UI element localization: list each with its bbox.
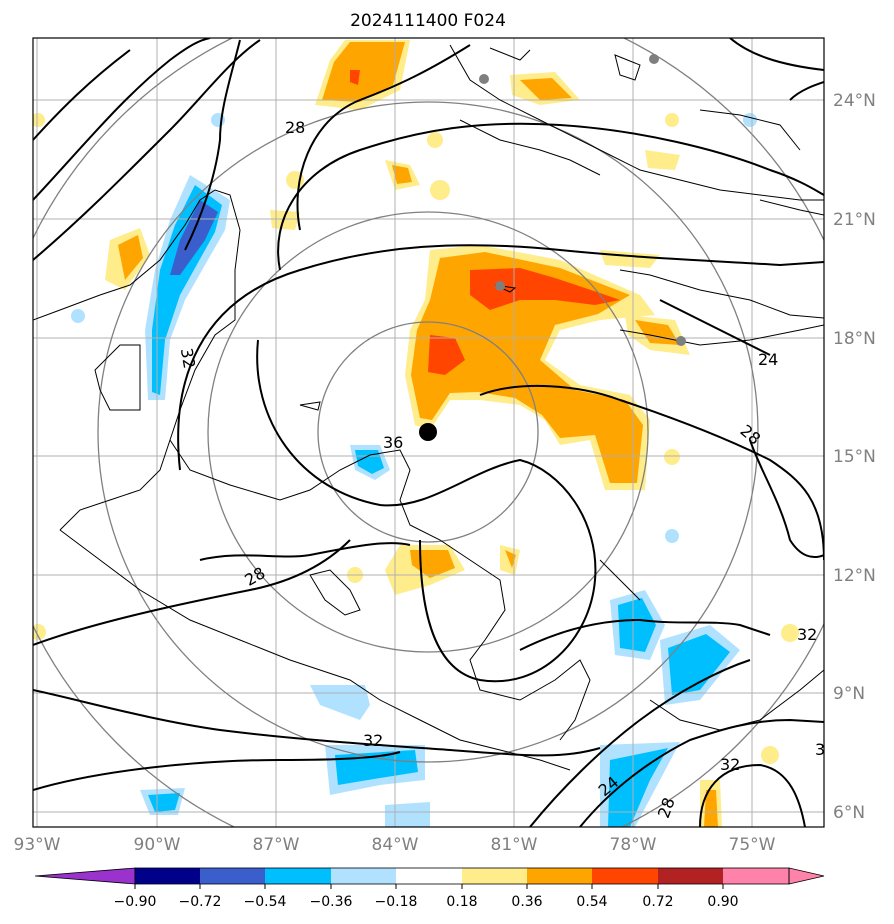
map-plot-area: 28 32 36 28 24 28 32 24 32 28 32 3 xyxy=(33,38,825,827)
colorbar-label: 0.72 xyxy=(642,894,673,910)
shade-positive xyxy=(781,624,799,642)
contour-label: 3 xyxy=(815,740,825,759)
shade-positive xyxy=(270,210,300,230)
lon-label: 78°W xyxy=(610,835,657,855)
secondary-marker xyxy=(676,336,686,346)
shade-positive xyxy=(430,180,450,200)
lat-label: 21°N xyxy=(833,210,876,230)
shade-positive xyxy=(392,165,412,184)
colorbar-swatch xyxy=(331,868,396,884)
shade-positive xyxy=(470,268,620,310)
colorbar-swatch xyxy=(723,868,789,884)
contours xyxy=(33,38,824,827)
secondary-marker xyxy=(479,74,489,84)
contour-label: 32 xyxy=(720,755,740,774)
lon-label: 93°W xyxy=(14,835,61,855)
colorbar-label: −0.90 xyxy=(114,894,157,910)
shade-positive xyxy=(428,335,465,375)
colorbar-extend-low xyxy=(34,867,136,885)
colorbar-swatch xyxy=(396,868,462,884)
shade-positive xyxy=(665,113,679,127)
colorbar-swatch xyxy=(527,868,592,884)
shade-negative xyxy=(385,802,430,827)
colorbar-label: −0.36 xyxy=(310,894,353,910)
colorbar-swatch xyxy=(265,868,331,884)
lat-label: 9°N xyxy=(833,684,865,704)
lon-label: 90°W xyxy=(134,835,181,855)
figure-title: 2024111400 F024 xyxy=(350,11,506,31)
colorbar-label: 0.36 xyxy=(511,894,542,910)
latitude-labels: 24°N 21°N 18°N 15°N 12°N 9°N 6°N xyxy=(833,91,876,823)
shade-positive xyxy=(704,790,718,827)
lat-label: 15°N xyxy=(833,447,876,467)
contour-label: 32 xyxy=(177,347,199,370)
markers xyxy=(419,54,686,441)
contour-label: 28 xyxy=(654,795,679,821)
shade-positive xyxy=(505,550,516,568)
shaded-field xyxy=(33,40,799,827)
lat-label: 12°N xyxy=(833,566,876,586)
lat-lon-grid xyxy=(33,38,824,827)
lat-label: 24°N xyxy=(833,91,876,111)
colorbar-label: 0.54 xyxy=(576,894,607,910)
shade-negative xyxy=(665,529,679,543)
contour-label: 32 xyxy=(363,731,383,750)
range-rings xyxy=(33,38,824,827)
shade-negative xyxy=(668,634,730,695)
contour-label: 28 xyxy=(737,421,765,449)
shade-positive xyxy=(761,746,779,764)
lat-label: 18°N xyxy=(833,329,876,349)
shade-positive xyxy=(33,624,46,640)
contour-label: 36 xyxy=(383,433,403,452)
shade-positive xyxy=(600,250,660,268)
secondary-marker xyxy=(649,54,659,64)
contour-label: 24 xyxy=(758,350,778,369)
lat-label: 6°N xyxy=(833,803,865,823)
colorbar-swatch xyxy=(462,868,527,884)
shade-positive xyxy=(427,132,443,148)
colorbar-label: 0.18 xyxy=(446,894,477,910)
shade-positive xyxy=(118,235,143,280)
shade-positive xyxy=(322,42,405,102)
colorbar: −0.90 −0.72 −0.54 −0.36 −0.18 0.18 0.36 … xyxy=(34,867,825,910)
lon-label: 75°W xyxy=(729,835,776,855)
contour-label: 28 xyxy=(285,118,305,137)
colorbar-swatch xyxy=(592,868,658,884)
shade-positive xyxy=(664,449,680,465)
colorbar-swatch xyxy=(658,868,723,884)
colorbar-label: −0.72 xyxy=(179,894,222,910)
longitude-labels: 93°W 90°W 87°W 84°W 81°W 78°W 75°W xyxy=(14,835,776,855)
shade-positive xyxy=(350,70,360,85)
shade-negative xyxy=(310,685,370,720)
shade-negative xyxy=(618,598,656,652)
shade-positive xyxy=(33,113,45,127)
colorbar-extend-high xyxy=(788,867,825,885)
lon-label: 81°W xyxy=(491,835,538,855)
colorbar-label: 0.90 xyxy=(707,894,738,910)
shade-negative xyxy=(608,748,668,827)
shade-negative xyxy=(71,309,85,323)
shade-positive xyxy=(645,150,680,170)
shade-negative xyxy=(148,793,180,812)
shade-negative xyxy=(743,113,757,127)
colorbar-label: −0.18 xyxy=(375,894,418,910)
colorbar-swatch xyxy=(200,868,265,884)
map-frame xyxy=(32,37,825,828)
shade-positive xyxy=(520,78,572,100)
secondary-marker xyxy=(495,281,505,291)
contour-label: 32 xyxy=(797,625,817,644)
lon-label: 84°W xyxy=(372,835,419,855)
shade-positive xyxy=(411,252,643,483)
colorbar-swatch xyxy=(135,868,200,884)
lon-label: 87°W xyxy=(253,835,300,855)
center-marker xyxy=(419,423,437,441)
colorbar-label: −0.54 xyxy=(244,894,287,910)
